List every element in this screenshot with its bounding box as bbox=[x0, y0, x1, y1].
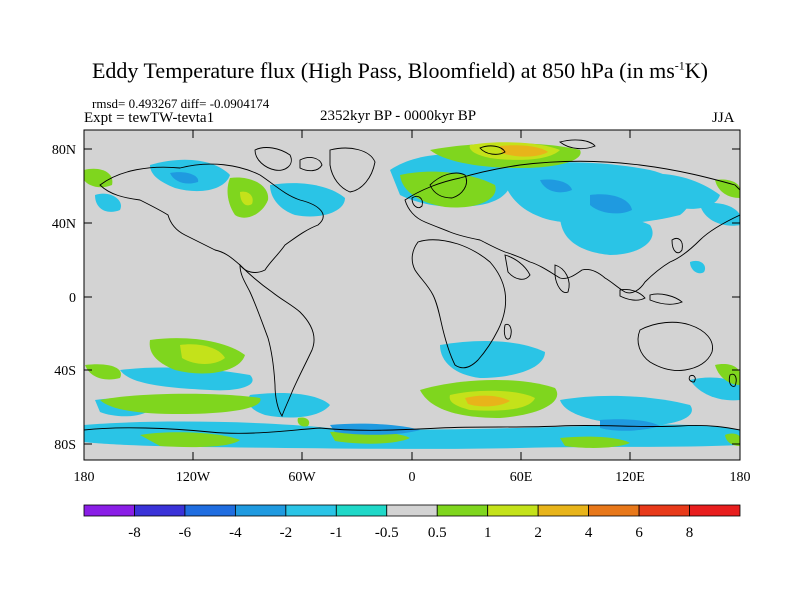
colorbar-label: -0.5 bbox=[375, 525, 399, 541]
colorbar-label: 1 bbox=[484, 525, 492, 541]
map-title: Eddy Temperature flux (High Pass, Bloomf… bbox=[91, 58, 708, 83]
colorbar-label: 0.5 bbox=[428, 525, 447, 541]
y-tick-0: 0 bbox=[69, 291, 76, 306]
colorbar-swatch bbox=[83, 504, 135, 517]
colorbar-label: -2 bbox=[280, 525, 293, 541]
x-tick-60w: 60W bbox=[288, 470, 316, 485]
colorbar-swatch bbox=[285, 504, 337, 517]
y-tick-80s: 80S bbox=[54, 438, 76, 453]
x-tick-120e: 120E bbox=[615, 470, 645, 485]
colorbar bbox=[83, 504, 741, 517]
colorbar-swatch bbox=[134, 504, 186, 517]
y-tick-80n: 80N bbox=[52, 143, 76, 158]
x-tick-180w: 180 bbox=[74, 470, 95, 485]
colorbar-swatch bbox=[487, 504, 539, 517]
colorbar-swatch bbox=[638, 504, 690, 517]
colorbar-swatch bbox=[335, 504, 388, 517]
colorbar-label: 4 bbox=[585, 525, 593, 541]
time-period-label: 2352kyr BP - 0000kyr BP bbox=[320, 108, 477, 124]
rmsd-diff-text: rmsd= 0.493267 diff= -0.0904174 bbox=[92, 96, 270, 111]
colorbar-swatch bbox=[689, 504, 741, 517]
y-tick-40s: 40S bbox=[54, 364, 76, 379]
y-tick-40n: 40N bbox=[52, 217, 76, 232]
colorbar-swatch bbox=[386, 504, 438, 517]
colorbar-swatch bbox=[234, 504, 287, 517]
x-tick-0: 0 bbox=[409, 470, 416, 485]
colorbar-label: 8 bbox=[686, 525, 694, 541]
colorbar-label: -4 bbox=[229, 525, 242, 541]
colorbar-label: -1 bbox=[330, 525, 343, 541]
colorbar-swatch bbox=[537, 504, 590, 517]
x-tick-marks bbox=[192, 130, 631, 460]
anomaly-field bbox=[84, 139, 740, 449]
colorbar-label: 6 bbox=[635, 525, 643, 541]
colorbar-label: -6 bbox=[179, 525, 192, 541]
x-tick-60e: 60E bbox=[510, 470, 533, 485]
y-tick-marks bbox=[84, 148, 740, 445]
colorbar-labels: -8 -6 -4 -2 -1 -0.5 0.5 1 2 4 6 8 bbox=[128, 525, 693, 541]
season-label: JJA bbox=[712, 110, 735, 126]
coastlines bbox=[84, 139, 740, 434]
colorbar-swatch bbox=[436, 504, 489, 517]
x-tick-120w: 120W bbox=[176, 470, 211, 485]
x-tick-180e: 180 bbox=[730, 470, 751, 485]
experiment-label: Expt = tewTW-tevta1 bbox=[84, 110, 215, 126]
colorbar-swatch bbox=[588, 504, 640, 517]
colorbar-label: 2 bbox=[534, 525, 542, 541]
colorbar-swatch bbox=[184, 504, 236, 517]
colorbar-label: -8 bbox=[128, 525, 141, 541]
